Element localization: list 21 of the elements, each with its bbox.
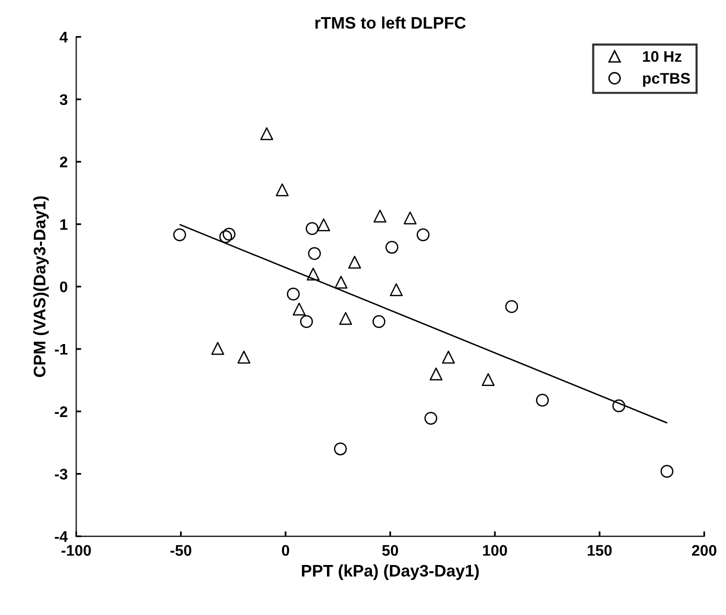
y-tick-label: 2 bbox=[60, 156, 68, 168]
legend-label: 10 Hz bbox=[643, 51, 682, 62]
y-tick-label: 0 bbox=[60, 281, 68, 292]
chart-title: rTMS to left DLPFC bbox=[315, 16, 466, 29]
y-tick-label: 1 bbox=[60, 219, 68, 230]
x-axis-title: PPT (kPa) (Day3-Day1) bbox=[302, 564, 479, 580]
x-tick-label: -50 bbox=[170, 545, 192, 556]
x-tick-label: 150 bbox=[588, 545, 612, 556]
y-tick-label: 4 bbox=[60, 32, 68, 42]
x-tick-label: 200 bbox=[692, 545, 716, 556]
y-tick-label: -3 bbox=[54, 468, 68, 480]
y-axis-title: CPM (VAS)(Day3-Day1) bbox=[33, 196, 49, 377]
x-tick-label: -100 bbox=[62, 545, 91, 556]
legend-label: pcTBS bbox=[643, 72, 690, 87]
y-tick-label: -4 bbox=[54, 531, 68, 542]
x-tick-label: 0 bbox=[282, 545, 290, 556]
x-tick-label: 50 bbox=[382, 545, 398, 556]
y-tick-label: -1 bbox=[54, 344, 68, 355]
y-tick-label: -2 bbox=[54, 406, 68, 417]
y-tick-label: 3 bbox=[60, 94, 68, 106]
x-tick-label: 100 bbox=[483, 545, 508, 556]
